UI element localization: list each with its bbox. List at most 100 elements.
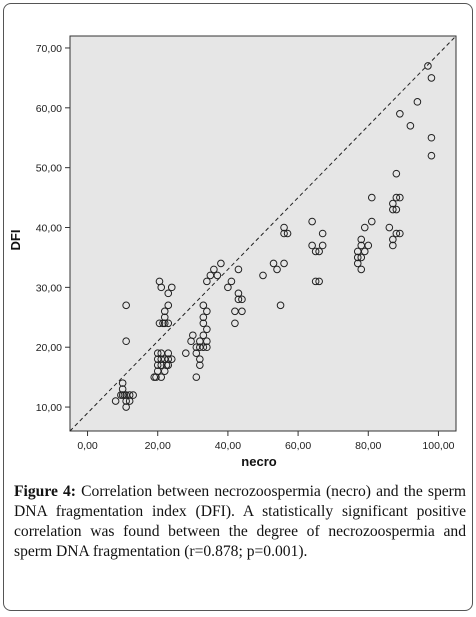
data-point (392, 205, 401, 214)
data-point (129, 391, 137, 399)
data-point (424, 62, 432, 70)
x-tick-label: 40,00 (215, 440, 241, 452)
data-point (311, 247, 320, 256)
data-point (357, 235, 366, 244)
data-point (427, 151, 436, 160)
data-point (192, 373, 201, 381)
data-point (182, 349, 190, 357)
data-point (318, 241, 327, 250)
data-point (259, 271, 267, 280)
data-point (392, 193, 401, 202)
data-point (203, 277, 211, 286)
data-point (167, 283, 176, 292)
data-point (357, 265, 366, 274)
data-point (389, 241, 397, 250)
data-point (392, 169, 401, 178)
data-point (122, 403, 130, 411)
data-point (153, 349, 162, 357)
data-point (315, 277, 323, 286)
data-point (353, 253, 362, 262)
data-point (360, 247, 369, 256)
data-point (199, 301, 208, 310)
data-point (357, 253, 366, 262)
data-point (196, 355, 204, 363)
data-point (157, 373, 166, 381)
data-point (238, 307, 246, 316)
y-tick-label: 70,00 (36, 43, 62, 55)
y-tick-label: 40,00 (36, 223, 62, 235)
x-axis-ticks: 0,00 20,00 40,00 60,00 80,00 100,00 (77, 431, 455, 452)
data-point (160, 307, 169, 316)
data-point (167, 355, 176, 363)
data-point (164, 319, 173, 328)
x-tick-label: 60,00 (285, 440, 311, 452)
data-point (234, 295, 243, 304)
figure-label: Figure 4: (14, 483, 76, 500)
data-point (413, 98, 422, 106)
data-point (238, 295, 246, 304)
data-point (360, 223, 369, 232)
data-point (199, 319, 208, 328)
data-point (392, 229, 401, 238)
x-tick-label: 100,00 (422, 440, 454, 452)
data-point (164, 349, 173, 357)
data-point (273, 265, 281, 274)
data-point (196, 361, 204, 369)
data-point (353, 259, 362, 268)
data-point (427, 133, 436, 142)
figure-caption: Figure 4: Correlation between necrozoosp… (14, 482, 466, 562)
data-point (269, 259, 278, 268)
data-point (396, 229, 404, 238)
data-point (389, 205, 397, 214)
data-point (318, 229, 327, 238)
data-point (283, 229, 292, 238)
data-point (308, 241, 316, 250)
data-point (157, 283, 166, 292)
data-point (164, 361, 173, 369)
x-tick-label: 80,00 (355, 440, 381, 452)
data-point (280, 229, 288, 238)
data-point (210, 265, 218, 274)
data-point (118, 379, 127, 387)
data-point (385, 223, 394, 232)
x-tick-label: 0,00 (77, 440, 98, 452)
data-point (308, 217, 316, 226)
data-point (217, 259, 225, 268)
x-axis-title: necro (241, 454, 276, 469)
x-tick-label: 20,00 (145, 440, 171, 452)
data-point (364, 241, 373, 250)
y-tick-label: 10,00 (36, 402, 62, 414)
data-point (203, 325, 211, 334)
data-point (234, 289, 243, 298)
data-point (192, 349, 201, 357)
data-point (224, 283, 232, 292)
data-point (406, 121, 415, 130)
data-point (227, 277, 236, 286)
data-point (280, 259, 288, 268)
data-point (311, 277, 320, 286)
data-point (389, 235, 397, 244)
data-point (231, 319, 239, 328)
data-point (111, 397, 120, 405)
data-point (213, 271, 222, 280)
reference-line (69, 35, 457, 432)
figure-caption-text: Correlation between necrozoospermia (nec… (14, 483, 466, 560)
data-point (234, 265, 243, 274)
data-point (122, 301, 130, 310)
data-point (367, 193, 376, 202)
data-point (280, 223, 288, 232)
data-point (189, 331, 197, 340)
scatter-chart: 0,00 20,00 40,00 60,00 80,00 100,00 10,00 20,0… (8, 35, 457, 469)
data-point (164, 301, 173, 310)
data-point (155, 319, 164, 328)
data-point (203, 337, 211, 346)
data-point (276, 301, 285, 310)
data-point (153, 361, 162, 369)
y-tick-label: 20,00 (36, 342, 62, 354)
data-point (164, 355, 173, 363)
data-point (199, 313, 208, 322)
data-point (122, 397, 130, 405)
data-point (427, 74, 436, 82)
data-point (199, 331, 208, 340)
y-tick-label: 30,00 (36, 282, 62, 294)
